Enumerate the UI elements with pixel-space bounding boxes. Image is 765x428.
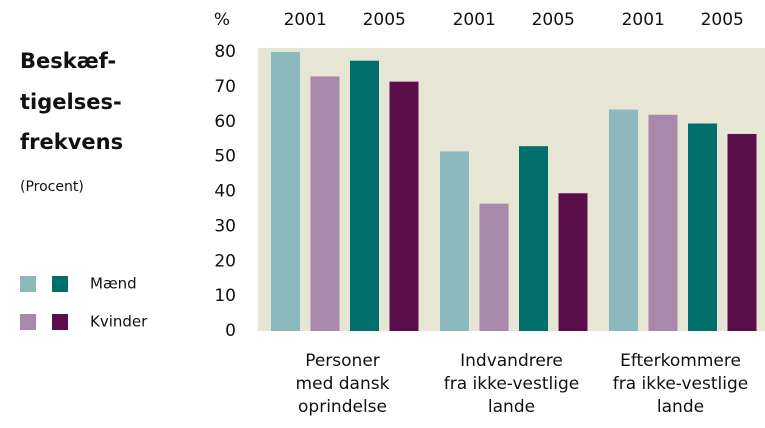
- year-label: 2001: [453, 10, 496, 30]
- bar: [389, 81, 419, 331]
- y-unit: %: [214, 10, 230, 30]
- y-tick-label: 60: [214, 112, 236, 132]
- y-tick-label: 40: [214, 182, 236, 202]
- subtitle: (Procent): [20, 179, 84, 195]
- category-label: Personer: [305, 351, 380, 371]
- year-label: 2005: [532, 10, 575, 30]
- category-label: lande: [488, 397, 535, 417]
- bar: [310, 76, 340, 331]
- y-tick-label: 10: [214, 286, 236, 306]
- year-label: 2005: [701, 10, 744, 30]
- category-label: fra ikke-vestlige: [444, 374, 579, 394]
- bar: [558, 193, 588, 331]
- category-label: med dansk: [296, 374, 390, 394]
- bar: [440, 151, 469, 331]
- y-tick-label: 80: [214, 42, 236, 62]
- bar: [519, 146, 548, 331]
- y-tick-label: 0: [225, 321, 236, 341]
- bar: [688, 123, 717, 332]
- title-line: frekvens: [20, 130, 123, 154]
- year-label: 2001: [622, 10, 665, 30]
- category-label: lande: [657, 397, 704, 417]
- y-tick-label: 50: [214, 147, 236, 167]
- category-label: oprindelse: [298, 397, 387, 417]
- legend-swatch: [52, 314, 68, 330]
- legend-swatch: [52, 276, 68, 292]
- category-label: Efterkommere: [620, 351, 741, 371]
- legend-swatch: [20, 314, 36, 330]
- legend-swatch: [20, 276, 36, 292]
- y-tick-label: 20: [214, 251, 236, 271]
- title-line: Beskæf-: [20, 49, 116, 73]
- bar: [609, 109, 638, 331]
- title-line: tigelses-: [20, 90, 122, 114]
- bar: [479, 203, 509, 331]
- plot-background: [258, 48, 765, 331]
- legend-label: Mænd: [90, 275, 137, 293]
- bar: [350, 60, 379, 331]
- legend-label: Kvinder: [90, 313, 148, 331]
- bar: [271, 52, 300, 331]
- bar: [648, 114, 678, 332]
- y-tick-label: 70: [214, 77, 236, 97]
- category-label: fra ikke-vestlige: [613, 374, 748, 394]
- bar: [727, 133, 757, 331]
- category-label: Indvandrere: [460, 351, 563, 371]
- year-label: 2001: [284, 10, 327, 30]
- year-label: 2005: [363, 10, 406, 30]
- y-tick-label: 30: [214, 216, 236, 236]
